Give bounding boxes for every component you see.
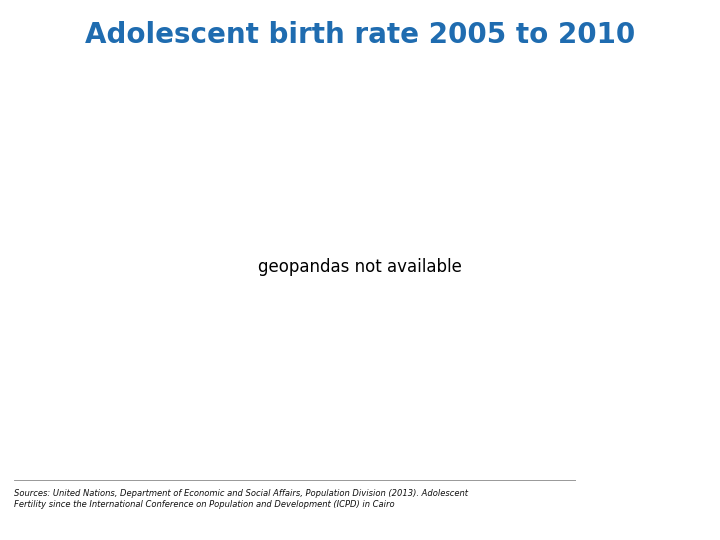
Text: geopandas not available: geopandas not available [258,258,462,276]
Text: Sources: United Nations, Department of Economic and Social Affairs, Population D: Sources: United Nations, Department of E… [14,489,469,509]
Text: Adolescent birth rate 2005 to 2010: Adolescent birth rate 2005 to 2010 [85,21,635,49]
